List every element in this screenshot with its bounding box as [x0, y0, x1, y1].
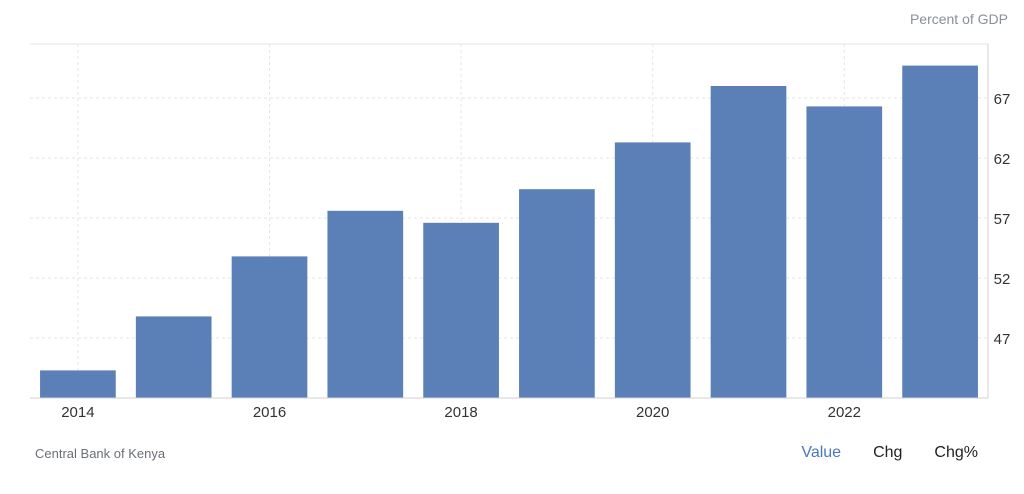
bar-2015[interactable]	[135, 316, 212, 398]
bar-2022[interactable]	[806, 106, 883, 399]
value-toggle[interactable]: Value	[801, 444, 842, 461]
bar-2023[interactable]	[902, 65, 978, 398]
y-tick-label: 47	[994, 331, 1011, 348]
unit-label: Percent of GDP	[909, 11, 1008, 27]
x-tick-label: 2022	[828, 404, 861, 421]
x-tick-label: 2020	[636, 404, 669, 421]
chg-pct-toggle[interactable]: Chg%	[934, 444, 978, 461]
view-toggle-group: Value Chg Chg%	[801, 444, 978, 462]
bar-2017[interactable]	[327, 210, 404, 398]
x-tick-label: 2018	[444, 404, 477, 421]
x-tick-label: 2014	[61, 404, 94, 421]
bar-2016[interactable]	[231, 256, 308, 398]
bar-2014[interactable]	[40, 370, 116, 398]
source-label: Central Bank of Kenya	[35, 446, 166, 461]
y-tick-label: 57	[994, 211, 1011, 228]
bar-2019[interactable]	[519, 189, 595, 398]
x-tick-label: 2016	[253, 404, 286, 421]
y-tick-label: 52	[994, 271, 1011, 288]
chg-toggle[interactable]: Chg	[873, 444, 903, 461]
y-tick-label: 62	[994, 151, 1011, 168]
bar-2021[interactable]	[710, 86, 787, 398]
y-tick-label: 67	[994, 91, 1011, 108]
bar-2018[interactable]	[423, 222, 499, 398]
bar-2020[interactable]	[614, 142, 691, 398]
